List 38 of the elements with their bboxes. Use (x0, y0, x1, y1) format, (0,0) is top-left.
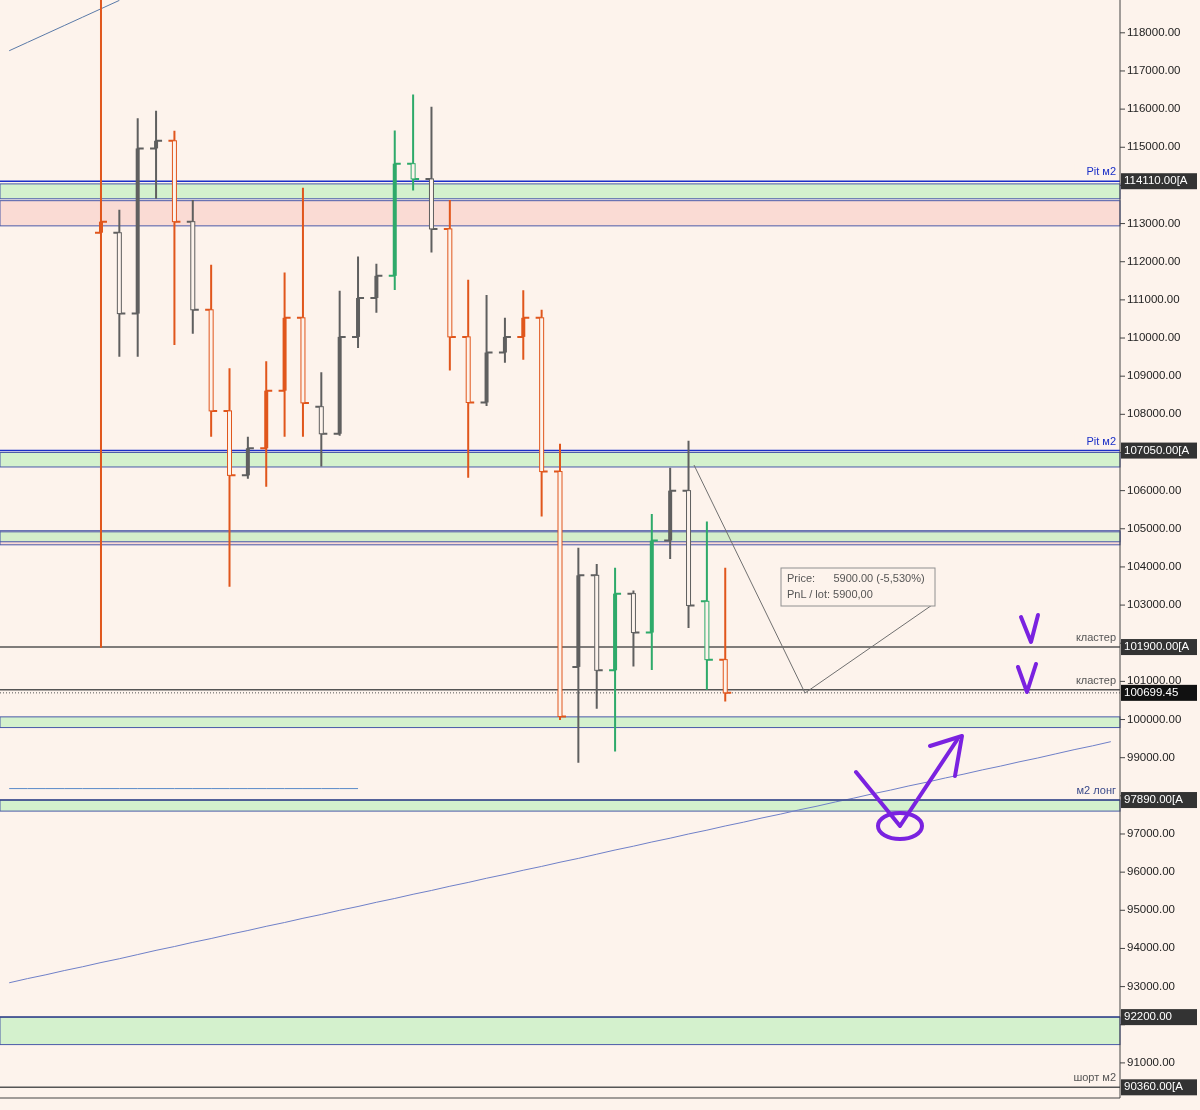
ref-line-label: кластер (1075, 631, 1116, 644)
y-tick-label: 116000.00 (1127, 102, 1181, 115)
y-tick-label: 112000.00 (1127, 254, 1181, 267)
ref-line-label: кластер (1075, 673, 1116, 686)
y-tick-label: 111000.00 (1127, 292, 1180, 305)
y-tick-label: 106000.00 (1127, 483, 1182, 496)
y-tick-label: 94000.00 (1127, 941, 1175, 954)
y-tick-label: 109000.00 (1127, 369, 1182, 382)
y-tick-label: 118000.00 (1127, 25, 1181, 38)
text: 107050.00[A (1124, 443, 1190, 456)
ref-line-label: Pit м2 (1086, 165, 1116, 178)
ref-line-label: Pit м2 (1086, 434, 1116, 447)
y-tick-label: 110000.00 (1127, 331, 1181, 344)
y-tick-label: 117000.00 (1127, 63, 1181, 76)
annotation: PnL / lot: 5900,00 (787, 588, 873, 600)
ref-line-label: м2 лонг (1076, 784, 1116, 797)
y-tick-label: 104000.00 (1127, 559, 1182, 572)
text: 101900.00[A (1124, 640, 1190, 653)
y-tick-label: 97000.00 (1127, 827, 1175, 840)
annotation: Price: 5900.00 (-5,530%) (787, 572, 925, 584)
y-tick-label: 113000.00 (1127, 216, 1181, 229)
y-tick-label: 105000.00 (1127, 521, 1182, 534)
y-tick-label: 96000.00 (1127, 865, 1175, 878)
text: 97890.00[A (1124, 793, 1184, 806)
y-tick-label: 93000.00 (1127, 979, 1175, 992)
text: 114110.00[A (1124, 174, 1188, 187)
y-tick-label: 108000.00 (1127, 407, 1182, 420)
ref-line-label: 100699.45 (1124, 685, 1179, 698)
y-tick-label: 99000.00 (1127, 750, 1175, 763)
text: 90360.00[A (1124, 1080, 1184, 1093)
y-tick-label: 100000.00 (1127, 712, 1182, 725)
y-tick-label: 101000.00 (1127, 674, 1182, 687)
ref-line-label: шорт м2 (1073, 1071, 1116, 1084)
y-tick-label: 103000.00 (1127, 598, 1182, 611)
y-tick-label: 95000.00 (1127, 903, 1175, 916)
y-tick-label: 91000.00 (1127, 1055, 1175, 1068)
text: 92200.00 (1124, 1010, 1172, 1023)
y-tick-label: 115000.00 (1127, 140, 1181, 153)
